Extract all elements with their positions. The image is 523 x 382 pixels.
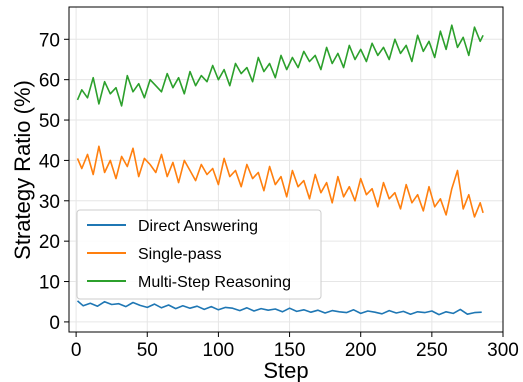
legend-label-direct-answering: Direct Answering <box>138 218 258 235</box>
series-line-multi-step-reasoning <box>76 24 484 107</box>
y-tick-label: 60 <box>39 71 60 92</box>
y-tick-label: 0 <box>49 313 60 334</box>
y-tick-label: 20 <box>39 232 60 253</box>
y-tick-label: 10 <box>39 273 60 294</box>
x-tick-label: 200 <box>345 340 377 361</box>
y-tick-label: 70 <box>39 30 60 51</box>
x-tick-label: 0 <box>71 340 82 361</box>
x-tick-label: 150 <box>274 340 306 361</box>
x-tick-label: 300 <box>487 340 519 361</box>
x-axis-ticks: 0 50 100 150 200 250 300 <box>71 332 519 361</box>
y-tick-label: 30 <box>39 192 60 213</box>
y-tick-label: 40 <box>39 151 60 172</box>
y-tick-label: 50 <box>39 111 60 132</box>
legend-label-single-pass: Single-pass <box>138 246 222 263</box>
x-tick-label: 100 <box>203 340 235 361</box>
series-line-single-pass <box>76 145 484 218</box>
legend-box <box>76 209 322 300</box>
series-lines <box>76 24 484 316</box>
plot-frame <box>68 6 504 333</box>
legend: Direct Answering Single-pass Multi-Step Re… <box>76 209 322 300</box>
x-tick-label: 250 <box>416 340 448 361</box>
x-tick-label: 50 <box>137 340 158 361</box>
grid <box>69 7 504 332</box>
y-axis-ticks: 0 10 20 30 40 50 60 70 <box>39 30 69 334</box>
series-line-direct-answering <box>76 300 482 316</box>
x-axis-label: Step <box>263 358 308 382</box>
legend-label-multi-step-reasoning: Multi-Step Reasoning <box>138 274 291 291</box>
y-axis-label: Strategy Ratio (%) <box>10 80 35 260</box>
